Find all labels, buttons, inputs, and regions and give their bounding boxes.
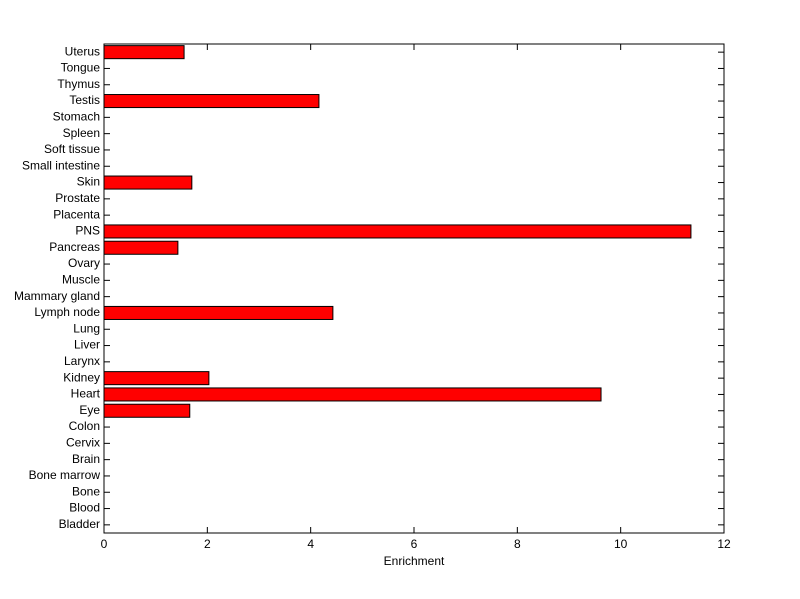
- x-tick-label: 6: [411, 537, 418, 551]
- y-tick-label: Stomach: [53, 110, 100, 124]
- y-tick-label: Spleen: [63, 126, 100, 140]
- y-tick-label: Uterus: [65, 44, 100, 58]
- x-axis-label: Enrichment: [384, 554, 445, 568]
- bar: [103, 403, 191, 418]
- y-tick-label: Skin: [77, 175, 100, 189]
- bar: [103, 45, 185, 60]
- bar: [103, 371, 210, 386]
- x-tick-label: 8: [514, 537, 521, 551]
- y-tick-label: Blood: [69, 501, 100, 515]
- bar: [103, 94, 320, 109]
- x-tick-label: 2: [204, 537, 211, 551]
- bar: [103, 224, 692, 239]
- y-tick-label: Tongue: [61, 61, 101, 75]
- y-tick-label: Bone: [72, 484, 100, 498]
- x-tick-label: 4: [307, 537, 314, 551]
- x-tick-label: 12: [717, 537, 731, 551]
- y-tick-label: Colon: [69, 419, 100, 433]
- bar: [103, 175, 193, 190]
- y-tick-label: Lung: [73, 321, 100, 335]
- bar: [103, 305, 334, 320]
- y-tick-label: Brain: [72, 452, 100, 466]
- y-tick-label: Placenta: [53, 207, 100, 221]
- x-tick-label: 10: [614, 537, 628, 551]
- x-tick-label: 0: [101, 537, 108, 551]
- bar: [103, 240, 179, 255]
- y-tick-label: Mammary gland: [14, 289, 100, 303]
- plot-area: [103, 43, 725, 534]
- y-tick-label: Bone marrow: [29, 468, 101, 482]
- y-tick-label: Cervix: [66, 436, 100, 450]
- y-tick-label: Testis: [69, 93, 100, 107]
- bar: [103, 387, 602, 402]
- y-tick-label: Heart: [71, 387, 101, 401]
- y-tick-label: Ovary: [68, 256, 100, 270]
- y-tick-label: Thymus: [57, 77, 100, 91]
- y-tick-label: PNS: [75, 224, 100, 238]
- y-tick-label: Larynx: [64, 354, 100, 368]
- y-tick-label: Small intestine: [22, 158, 100, 172]
- y-tick-label: Pancreas: [49, 240, 100, 254]
- y-tick-label: Bladder: [59, 517, 100, 531]
- y-tick-label: Liver: [74, 338, 100, 352]
- y-tick-label: Lymph node: [34, 305, 100, 319]
- y-tick-label: Kidney: [63, 370, 100, 384]
- y-tick-label: Eye: [79, 403, 100, 417]
- y-tick-label: Soft tissue: [44, 142, 100, 156]
- y-tick-label: Prostate: [55, 191, 100, 205]
- y-tick-label: Muscle: [62, 273, 100, 287]
